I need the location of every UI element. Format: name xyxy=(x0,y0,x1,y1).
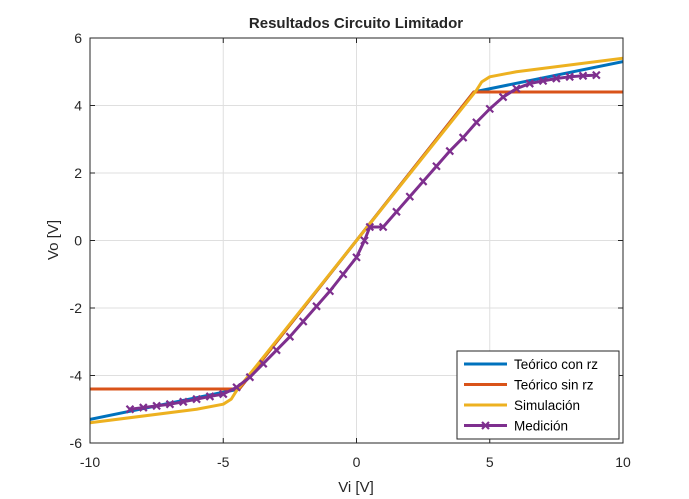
data-point-marker xyxy=(538,76,548,86)
data-point-marker xyxy=(125,404,135,414)
x-tick-label: -5 xyxy=(217,454,230,470)
data-point-marker xyxy=(218,389,228,399)
data-point-marker xyxy=(485,104,495,114)
data-point-marker xyxy=(245,372,255,382)
data-point-marker xyxy=(152,401,161,411)
series-group xyxy=(125,70,601,414)
y-tick-label: -2 xyxy=(70,300,83,316)
data-point-marker xyxy=(498,92,508,102)
y-tick-label: 0 xyxy=(74,233,82,249)
x-tick-label: 10 xyxy=(615,454,631,470)
legend-entry-label: Teórico con rz xyxy=(514,357,598,372)
data-point-marker xyxy=(578,71,588,81)
legend: Teórico con rz Teórico sin rz Simulación Me… xyxy=(456,350,620,440)
data-point-marker xyxy=(272,345,281,355)
data-point-marker xyxy=(165,399,175,409)
data-point-marker xyxy=(512,84,521,93)
data-point-marker xyxy=(285,332,295,341)
data-point-marker xyxy=(360,236,369,245)
data-point-marker xyxy=(432,161,441,171)
data-point-marker xyxy=(312,302,321,311)
data-point-marker xyxy=(405,192,415,201)
series-layer xyxy=(90,56,623,425)
data-point-marker xyxy=(325,286,335,296)
series-line xyxy=(90,56,623,425)
data-point-marker xyxy=(472,118,481,127)
data-point-marker xyxy=(392,207,401,217)
x-tick-label: 0 xyxy=(353,454,361,470)
data-point-marker xyxy=(592,70,601,80)
data-point-marker xyxy=(365,222,375,232)
data-point-marker xyxy=(565,72,574,82)
y-tick-label: -4 xyxy=(70,368,83,384)
data-point-marker xyxy=(552,74,561,83)
data-point-marker xyxy=(178,397,188,407)
legend-marker xyxy=(481,421,490,430)
y-tick-label: 2 xyxy=(74,165,82,181)
legend-entry-label: Medición xyxy=(514,419,568,434)
data-point-marker xyxy=(232,383,241,392)
data-point-marker xyxy=(298,317,308,326)
legend-entry-label: Simulación xyxy=(514,398,580,413)
x-axis-label: Vi [V] xyxy=(338,479,374,496)
data-point-marker xyxy=(445,146,455,156)
data-point-marker xyxy=(192,394,201,404)
legend-entry-label: Teórico sin rz xyxy=(514,378,594,393)
data-point-marker xyxy=(205,392,215,401)
y-tick-label: -6 xyxy=(70,435,83,451)
data-point-marker xyxy=(458,133,468,142)
data-point-marker xyxy=(258,359,268,368)
y-axis-ticks: -6 -4 -2 0 2 4 6 xyxy=(70,30,623,451)
series-group xyxy=(90,56,623,425)
data-point-marker xyxy=(378,222,388,232)
chart-title: Resultados Circuito Limitador xyxy=(249,15,463,32)
data-point-marker xyxy=(352,253,361,262)
data-point-marker xyxy=(338,269,348,279)
data-point-marker xyxy=(525,79,535,88)
data-point-marker xyxy=(139,403,148,412)
y-tick-label: 4 xyxy=(74,98,82,114)
x-tick-label: 5 xyxy=(486,454,494,470)
x-axis-ticks: -10 -5 0 5 10 xyxy=(80,38,631,470)
y-axis-label: Vo [V] xyxy=(45,220,62,260)
y-tick-label: 6 xyxy=(74,30,82,46)
data-point-marker xyxy=(418,177,428,186)
x-tick-label: -10 xyxy=(80,454,100,470)
